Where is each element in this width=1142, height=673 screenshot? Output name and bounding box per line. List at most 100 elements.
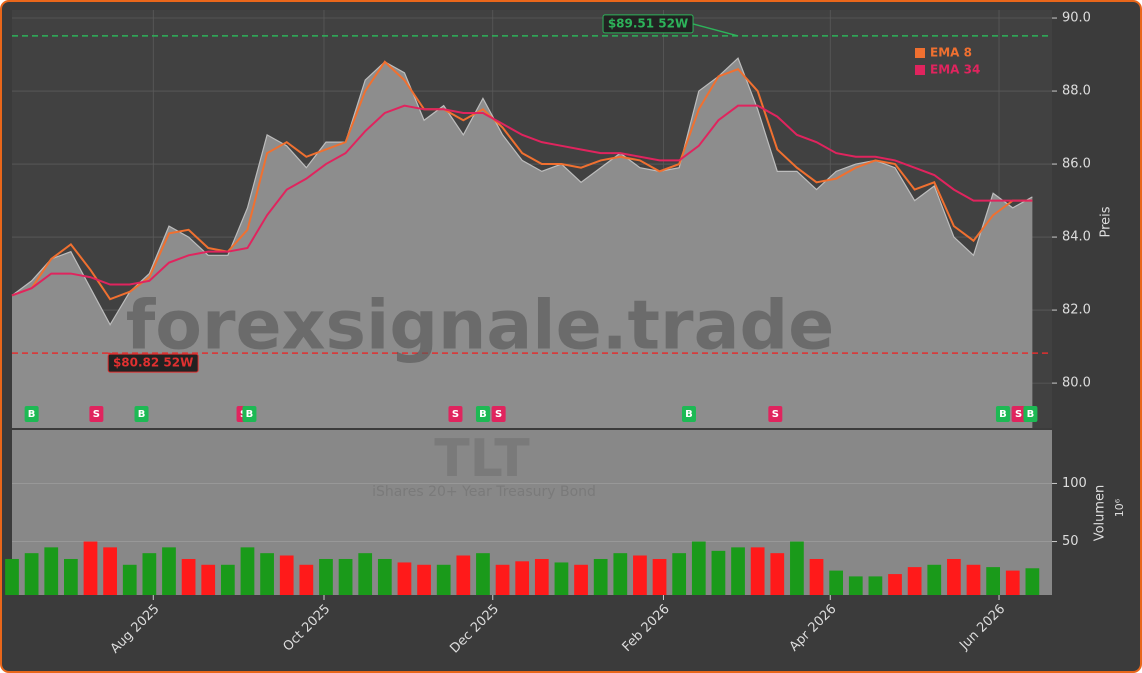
y-tick-label: 88.0 (1062, 84, 1091, 99)
volume-bar (986, 567, 1000, 595)
signal-badge (1011, 406, 1026, 422)
signal-badge (491, 406, 506, 422)
volume-bar (299, 564, 314, 595)
volume-bar (495, 564, 510, 595)
volume-bar (377, 558, 392, 595)
signal-badge (242, 406, 257, 422)
volume-bar (397, 562, 412, 595)
signal-label: B (246, 409, 254, 420)
volume-bar (829, 570, 844, 595)
volume-bar (907, 567, 922, 595)
volume-bar (1025, 568, 1040, 595)
signal-label: S (772, 409, 779, 420)
volume-bar (731, 547, 745, 595)
price-area (12, 58, 1033, 428)
signal-badge (89, 406, 104, 422)
signal-label: B (138, 409, 146, 420)
volume-bar (456, 555, 471, 595)
price-line (11, 57, 1033, 326)
volume-bar (888, 574, 902, 595)
volume-bar (44, 547, 59, 595)
signal-label: B (28, 409, 36, 420)
volume-bar (279, 555, 294, 595)
signal-badge (681, 406, 696, 422)
signal-label: B (999, 409, 1007, 420)
volume-bar (574, 564, 588, 595)
volume-bar (142, 553, 157, 595)
volume-bar (103, 547, 117, 595)
volume-bar (64, 558, 78, 595)
volume-bar (162, 547, 176, 595)
symbol: TLT (434, 429, 530, 489)
y2-axis-label: Volumen (1093, 485, 1108, 542)
y-tick-label: 90.0 (1062, 11, 1091, 26)
signal-label: S (93, 409, 100, 420)
y-tick-label: 82.0 (1062, 303, 1091, 318)
volume-bar (260, 553, 274, 595)
legend-swatch (915, 48, 925, 58)
legend-swatch (915, 65, 925, 75)
volume-bar (750, 547, 765, 595)
volume-bar (927, 564, 942, 595)
volume-bar (848, 576, 863, 595)
y-tick-label: 80.0 (1062, 376, 1091, 391)
subtitle: iShares 20+ Year Treasury Bond (372, 484, 596, 500)
low-label: $80.82 52W (113, 356, 193, 370)
volume-bar (711, 550, 726, 595)
signal-label: B (479, 409, 487, 420)
signal-badge (475, 406, 490, 422)
volume-bar (358, 553, 373, 595)
ema-line (11, 104, 1033, 297)
y-tick-label: 86.0 (1062, 157, 1091, 172)
volume-bar (201, 564, 216, 595)
y2-unit: 10⁶ (1113, 498, 1126, 517)
y2-tick-label: 100 (1062, 476, 1087, 491)
signal-label: S (495, 409, 502, 420)
volume-bar (868, 576, 883, 595)
volume-bar (515, 561, 530, 595)
signal-badge (768, 406, 783, 422)
signal-badge (448, 406, 463, 422)
volume-bar (24, 553, 39, 595)
signal-label: B (1027, 409, 1035, 420)
signal-label: S (1015, 409, 1022, 420)
signal-badge (1023, 406, 1038, 422)
volume-bar (947, 558, 961, 595)
volume-bar (83, 541, 98, 595)
y-tick-label: 84.0 (1062, 230, 1091, 245)
volume-bar (809, 558, 824, 595)
signal-label: S (452, 409, 459, 420)
legend-label: EMA 34 (930, 63, 980, 77)
volume-bar (554, 562, 569, 595)
y-axis-label: Preis (1099, 206, 1114, 237)
high-label: $89.51 52W (608, 16, 688, 30)
volume-bar (966, 564, 981, 595)
volume-bar (436, 564, 451, 595)
volume-bar (790, 541, 804, 595)
volume-bar (319, 558, 333, 595)
volume-bar (534, 558, 549, 595)
volume-bar (220, 564, 235, 595)
volume-bar (181, 558, 196, 595)
volume-bar (770, 553, 785, 595)
plot-layer: $89.51 52W$80.82 52WBSBSBSBSBSBSBEMA 8EM… (5, 10, 1052, 595)
high-arrow (692, 23, 739, 37)
volume-bar (5, 558, 19, 595)
y2-tick-label: 50 (1062, 534, 1079, 549)
volume-bar (633, 555, 647, 595)
volume-bar (338, 558, 353, 595)
signal-label: B (685, 409, 693, 420)
volume-bar (613, 553, 628, 595)
watermark: forexsignale.trade (126, 287, 835, 366)
volume-bar (417, 564, 431, 595)
high-label-box (602, 14, 694, 34)
legend-label: EMA 8 (930, 46, 972, 60)
volume-bar (1005, 570, 1020, 595)
signal-badge (134, 406, 149, 422)
volume-bar (652, 558, 667, 595)
signal-badge (24, 406, 39, 422)
ema-line (11, 60, 1033, 301)
volume-bar (672, 553, 687, 595)
volume-bar (691, 541, 706, 595)
